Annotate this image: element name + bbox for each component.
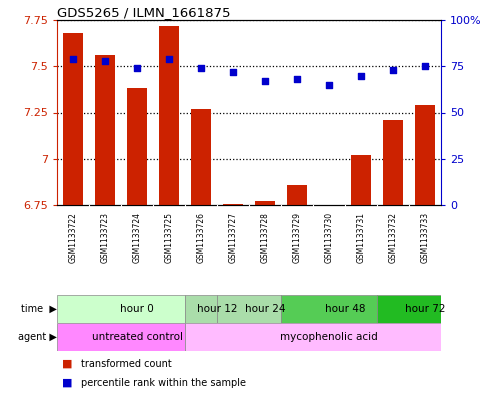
Bar: [217, 295, 281, 323]
Text: time  ▶: time ▶: [21, 304, 57, 314]
Bar: [63, 33, 84, 205]
Text: ■: ■: [62, 358, 72, 369]
Point: [421, 63, 429, 70]
Text: mycophenolic acid: mycophenolic acid: [280, 332, 378, 342]
Point: [197, 65, 205, 71]
Point: [325, 82, 333, 88]
Point: [261, 78, 269, 84]
Bar: [191, 109, 212, 205]
Text: GSM1133732: GSM1133732: [388, 212, 398, 263]
Bar: [57, 295, 185, 323]
Text: GSM1133722: GSM1133722: [69, 212, 77, 263]
Bar: [377, 295, 441, 323]
Bar: [158, 26, 179, 205]
Text: ■: ■: [62, 378, 72, 387]
Point: [165, 56, 173, 62]
Text: GDS5265 / ILMN_1661875: GDS5265 / ILMN_1661875: [57, 6, 230, 19]
Bar: [383, 120, 403, 205]
Text: GSM1133727: GSM1133727: [228, 212, 238, 263]
Point: [101, 57, 109, 64]
Text: hour 12: hour 12: [197, 304, 237, 314]
Bar: [255, 201, 275, 205]
Text: untreated control: untreated control: [91, 332, 183, 342]
Text: GSM1133730: GSM1133730: [325, 212, 333, 263]
Bar: [185, 295, 217, 323]
Point: [357, 72, 365, 79]
Bar: [127, 88, 147, 205]
Text: GSM1133731: GSM1133731: [356, 212, 366, 263]
Point: [133, 65, 141, 71]
Bar: [57, 323, 185, 351]
Text: GSM1133726: GSM1133726: [197, 212, 205, 263]
Text: hour 0: hour 0: [120, 304, 154, 314]
Text: GSM1133728: GSM1133728: [260, 212, 270, 263]
Text: GSM1133733: GSM1133733: [421, 212, 429, 263]
Bar: [281, 295, 377, 323]
Text: percentile rank within the sample: percentile rank within the sample: [81, 378, 246, 387]
Point: [293, 76, 301, 83]
Bar: [286, 185, 307, 205]
Text: hour 48: hour 48: [325, 304, 365, 314]
Text: GSM1133724: GSM1133724: [132, 212, 142, 263]
Bar: [351, 155, 371, 205]
Point: [229, 69, 237, 75]
Bar: [95, 55, 115, 205]
Bar: [223, 204, 243, 205]
Point: [389, 67, 397, 73]
Text: transformed count: transformed count: [81, 358, 172, 369]
Text: GSM1133725: GSM1133725: [165, 212, 173, 263]
Text: GSM1133729: GSM1133729: [293, 212, 301, 263]
Text: agent ▶: agent ▶: [18, 332, 57, 342]
Text: hour 72: hour 72: [405, 304, 445, 314]
Text: hour 24: hour 24: [245, 304, 285, 314]
Point: [69, 56, 77, 62]
Bar: [414, 105, 435, 205]
Text: GSM1133723: GSM1133723: [100, 212, 110, 263]
Bar: [185, 323, 441, 351]
